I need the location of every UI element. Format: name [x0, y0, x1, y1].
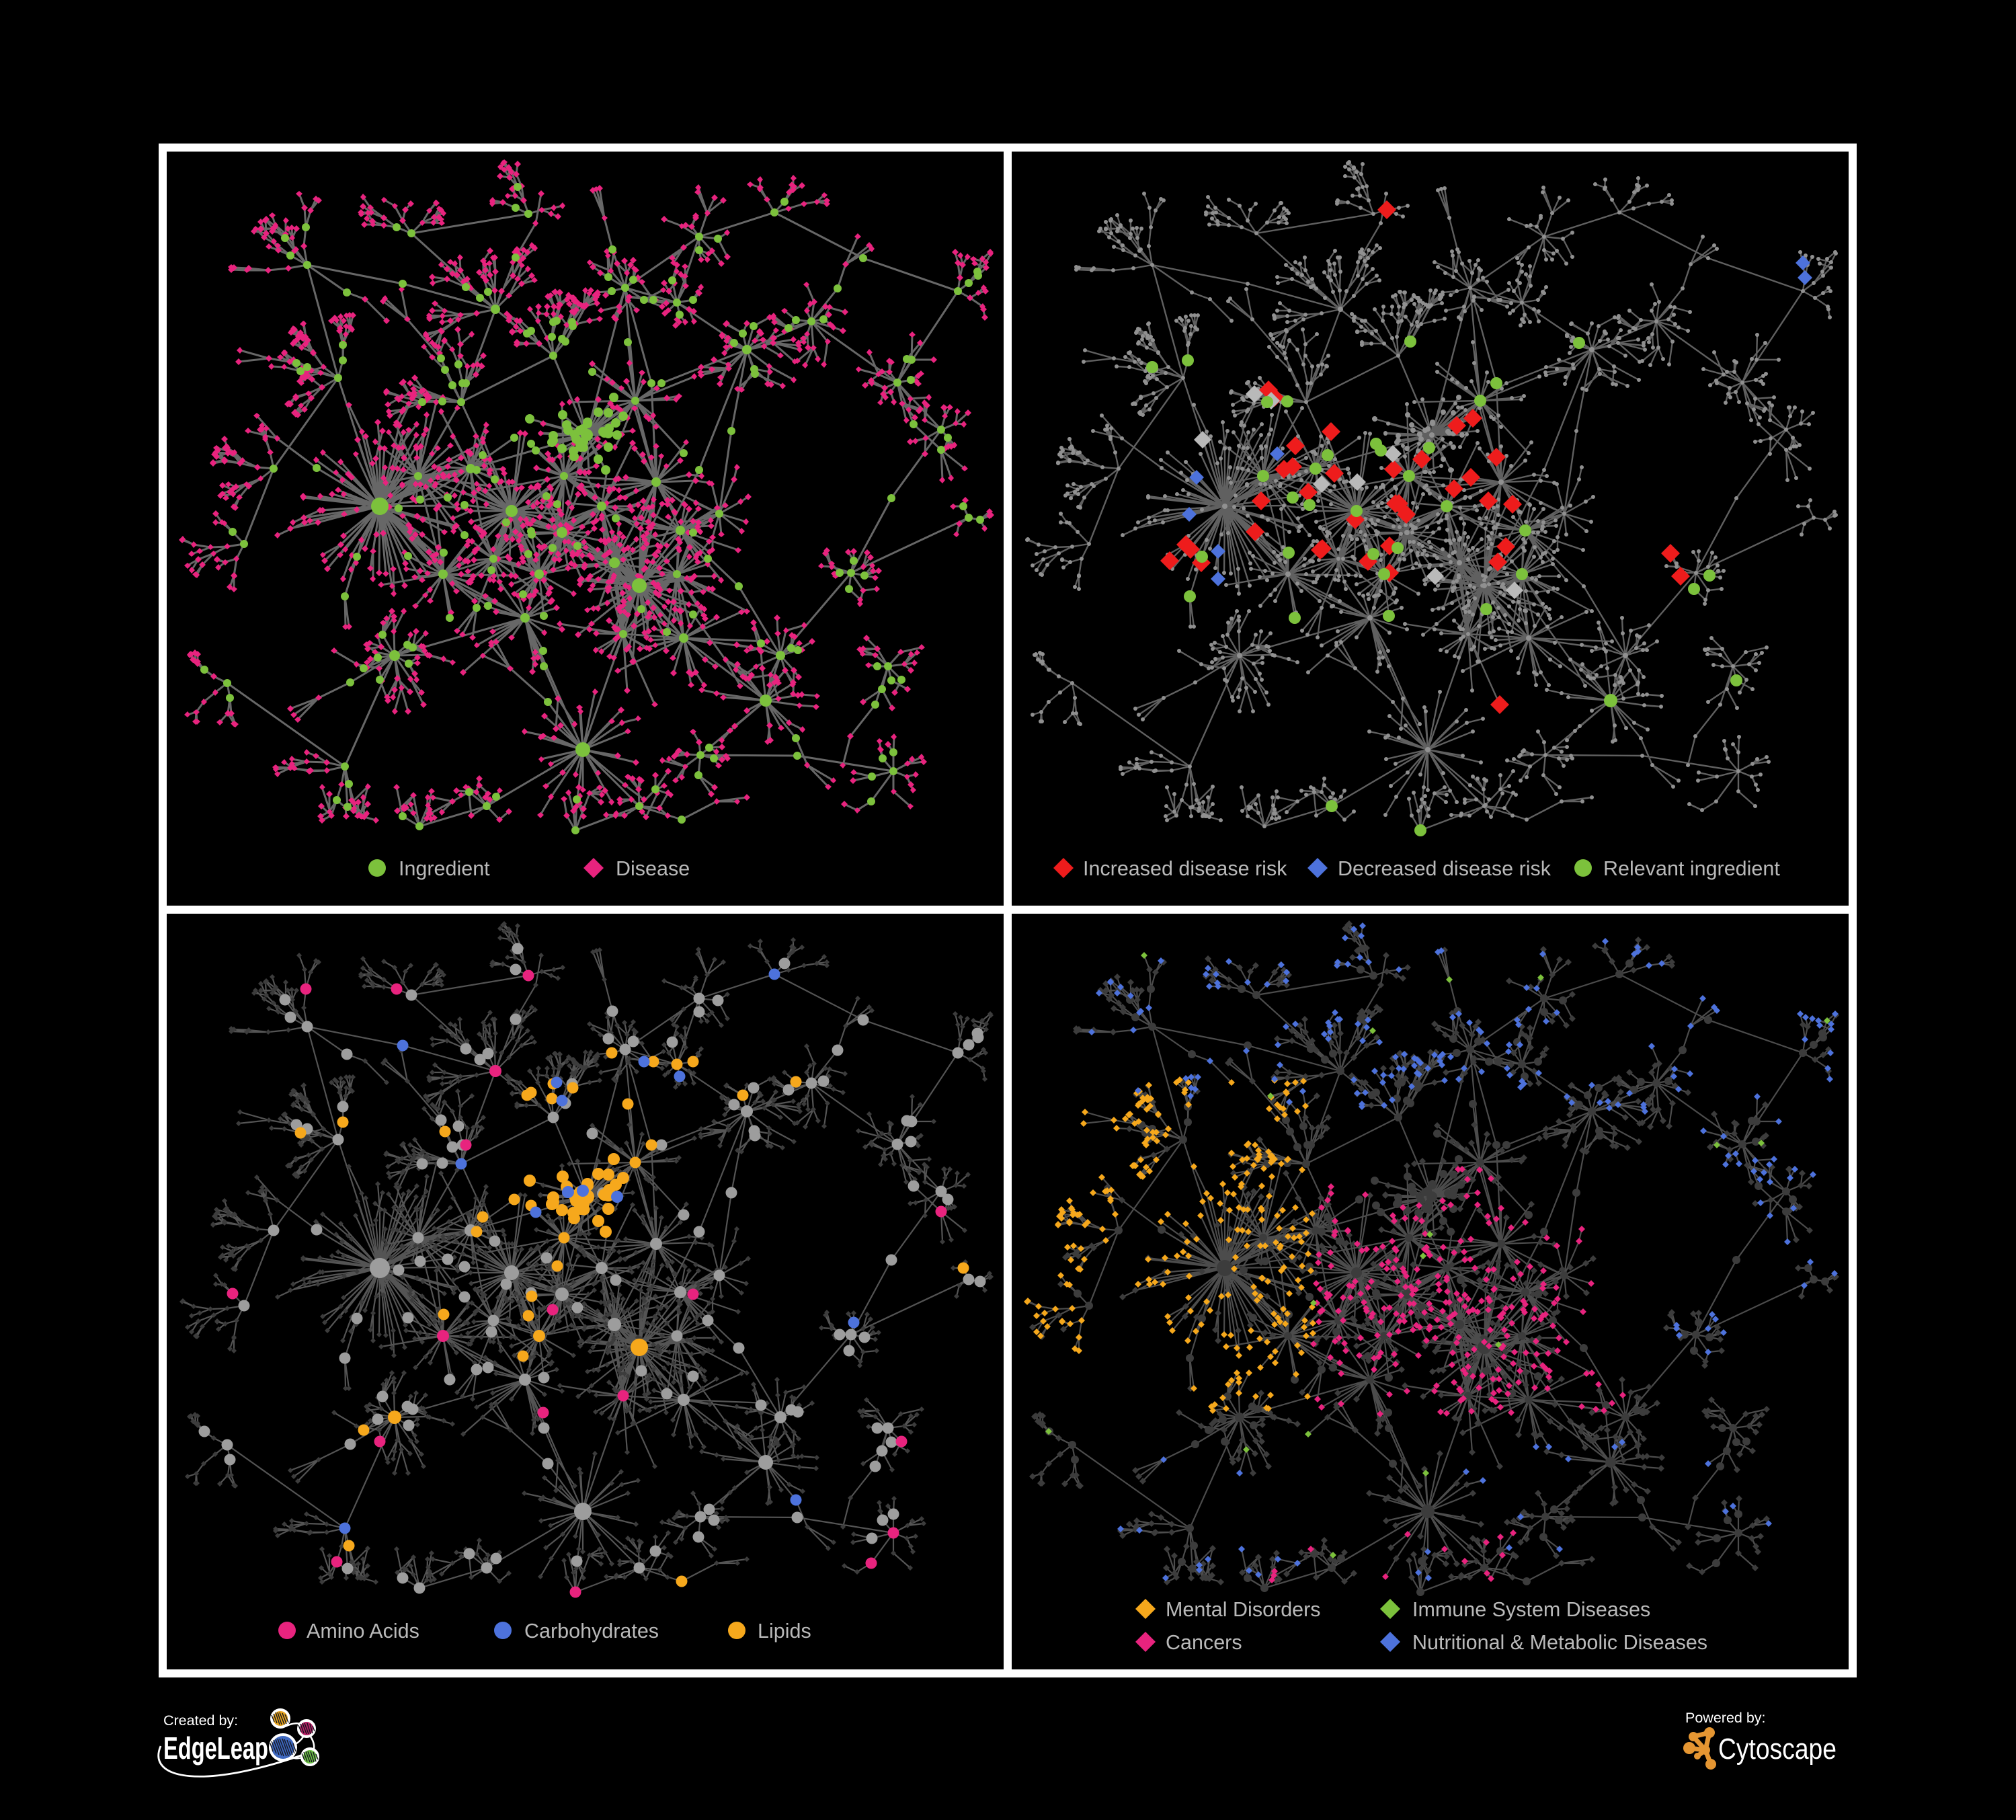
svg-text:Disease: Disease	[616, 857, 690, 880]
svg-text:Lipids: Lipids	[758, 1620, 811, 1643]
svg-text:Ingredient: Ingredient	[399, 857, 490, 880]
svg-text:Increased disease risk: Increased disease risk	[1083, 857, 1287, 880]
svg-text:Created by:: Created by:	[163, 1712, 238, 1729]
svg-text:Amino Acids: Amino Acids	[307, 1620, 419, 1643]
svg-text:Powered by:: Powered by:	[1685, 1710, 1766, 1726]
svg-text:EdgeLeap: EdgeLeap	[163, 1731, 268, 1766]
svg-text:Cytoscape: Cytoscape	[1718, 1733, 1837, 1766]
svg-text:Mental Disorders: Mental Disorders	[1166, 1598, 1321, 1621]
svg-text:Decreased disease risk: Decreased disease risk	[1338, 857, 1551, 880]
svg-text:Immune System Diseases: Immune System Diseases	[1412, 1598, 1650, 1621]
svg-text:Carbohydrates: Carbohydrates	[524, 1620, 659, 1643]
svg-text:Cancers: Cancers	[1166, 1631, 1242, 1654]
svg-text:Nutritional & Metabolic Diseas: Nutritional & Metabolic Diseases	[1412, 1631, 1707, 1654]
svg-text:Relevant ingredient: Relevant ingredient	[1603, 857, 1780, 880]
